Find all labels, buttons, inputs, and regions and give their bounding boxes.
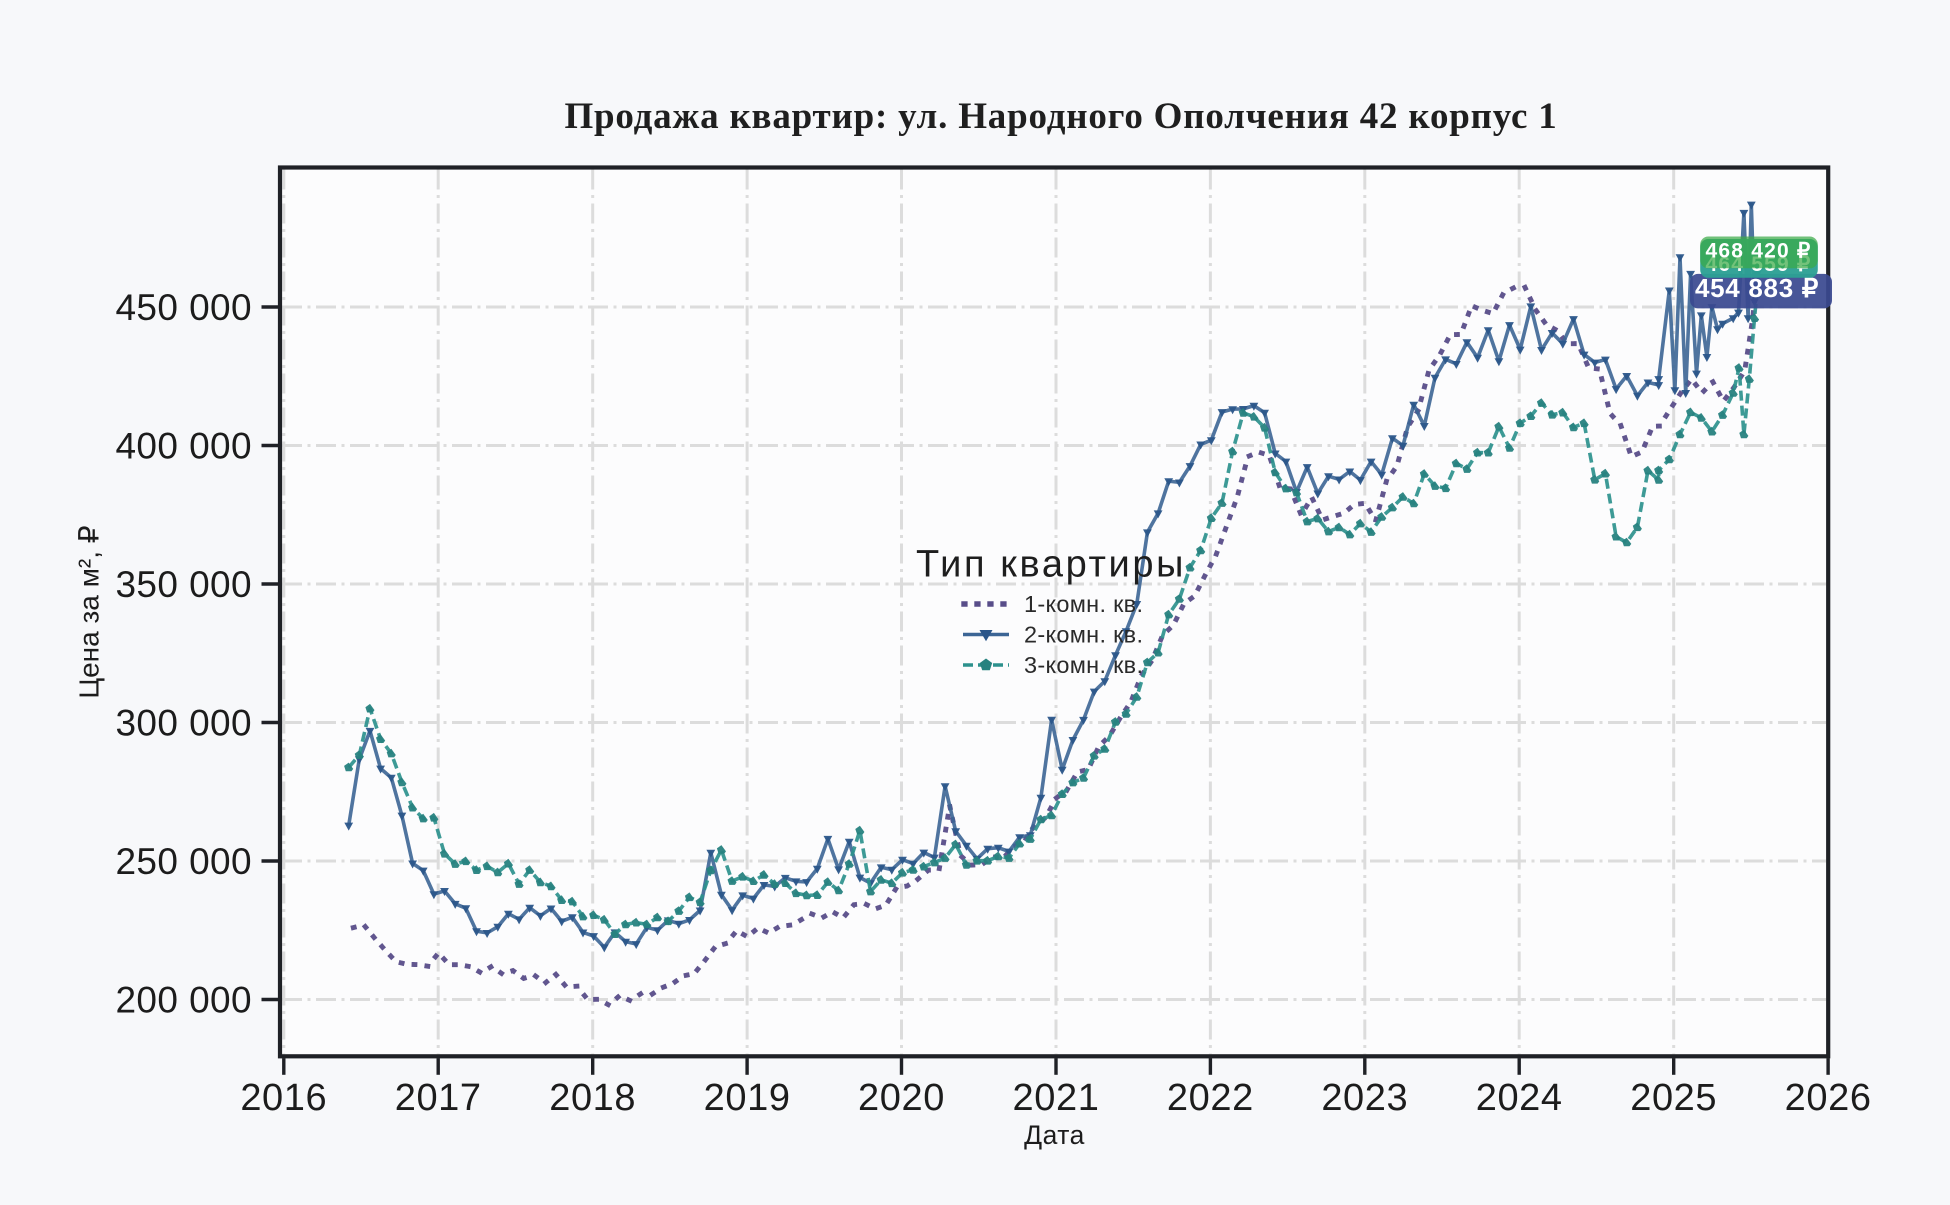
svg-text:200 000: 200 000 [115, 980, 252, 1021]
svg-text:450 000: 450 000 [115, 287, 252, 328]
svg-text:2018: 2018 [549, 1077, 636, 1119]
svg-text:2017: 2017 [395, 1077, 482, 1119]
svg-text:Цена за м², ₽: Цена за м², ₽ [74, 525, 105, 698]
svg-text:454 883 ₽: 454 883 ₽ [1695, 273, 1819, 303]
svg-text:2026: 2026 [1785, 1077, 1872, 1119]
svg-text:400 000: 400 000 [115, 426, 252, 467]
svg-text:Дата: Дата [1024, 1120, 1085, 1150]
svg-text:3-комн. кв.: 3-комн. кв. [1024, 652, 1143, 678]
svg-text:468 420 ₽: 468 420 ₽ [1706, 239, 1812, 262]
svg-text:350 000: 350 000 [115, 564, 252, 605]
svg-text:2020: 2020 [858, 1077, 945, 1119]
svg-text:2023: 2023 [1321, 1077, 1408, 1119]
svg-text:2-комн. кв.: 2-комн. кв. [1024, 622, 1143, 648]
svg-text:2019: 2019 [704, 1077, 791, 1119]
svg-text:250 000: 250 000 [115, 841, 252, 882]
svg-text:2025: 2025 [1630, 1077, 1717, 1119]
svg-text:300 000: 300 000 [115, 703, 252, 744]
svg-text:Продажа квартир: ул. Народного: Продажа квартир: ул. Народного Ополчения… [564, 96, 1557, 137]
svg-text:Тип квартиры: Тип квартиры [916, 544, 1186, 586]
svg-text:2024: 2024 [1476, 1077, 1563, 1119]
svg-text:1-комн. кв.: 1-комн. кв. [1024, 591, 1143, 617]
svg-text:2022: 2022 [1167, 1077, 1254, 1119]
svg-text:2016: 2016 [240, 1077, 327, 1119]
svg-text:2021: 2021 [1013, 1077, 1100, 1119]
